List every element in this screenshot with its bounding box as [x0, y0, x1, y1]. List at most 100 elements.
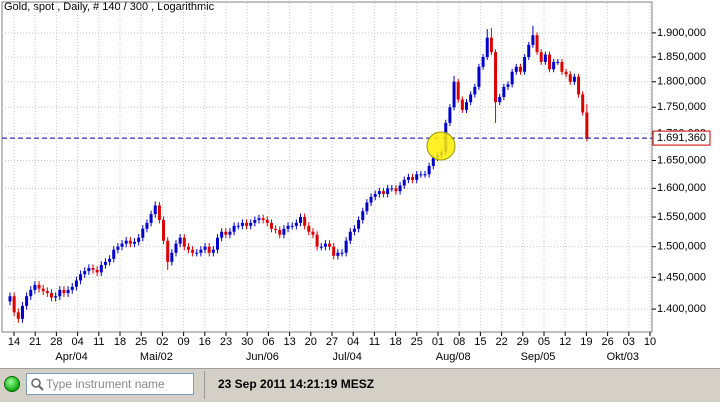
y-tick-label: 1.650,000 [657, 154, 706, 166]
candle-body [419, 174, 423, 176]
candle-body [494, 52, 498, 103]
candle-body [265, 219, 269, 223]
search-icon [31, 378, 44, 391]
candle-body [328, 243, 332, 247]
candle-body [236, 225, 240, 227]
candle-body [518, 66, 522, 72]
candle-body [12, 296, 16, 313]
x-tick-label: 10 [644, 336, 656, 348]
candle-body [112, 249, 116, 259]
candle-body [568, 74, 572, 82]
x-tick-label: 25 [135, 336, 147, 348]
candle-body [365, 202, 369, 212]
candle-body [116, 246, 120, 250]
x-tick-label: 23 [220, 336, 232, 348]
candle-body [377, 191, 381, 194]
candle-body [386, 188, 390, 194]
candle-body [332, 246, 336, 256]
candle-body [415, 174, 419, 180]
x-tick-label: 29 [517, 336, 529, 348]
candle-body [253, 219, 257, 223]
candle-body [489, 37, 493, 53]
y-tick-label: 1.900,000 [657, 27, 706, 39]
candle-body [83, 271, 87, 275]
candle-body [323, 243, 327, 247]
candle-body [303, 217, 307, 226]
search-input[interactable]: Type instrument name [26, 373, 194, 395]
candle-body [216, 237, 219, 250]
candle-body [319, 246, 323, 248]
x-tick-label: 11 [93, 336, 104, 348]
candle-body [431, 157, 435, 166]
candle-body [560, 61, 564, 72]
candle-body [585, 112, 589, 139]
candle-body [352, 228, 356, 232]
candle-body [286, 225, 290, 229]
y-tick-label: 1.500,000 [657, 241, 706, 253]
candle-body [307, 225, 311, 232]
search-placeholder: Type instrument name [46, 377, 165, 391]
x-tick-label: 02 [156, 336, 168, 348]
current-price-label: 1.691,360 [657, 132, 706, 144]
candle-body [469, 94, 473, 103]
candle-body [481, 57, 485, 67]
candle-body [195, 252, 199, 254]
candle-body [477, 66, 481, 87]
x-tick-label: 15 [474, 336, 486, 348]
x-tick-label: 28 [50, 336, 62, 348]
x-tick-label: 26 [601, 336, 613, 348]
candle-body [66, 289, 70, 294]
candle-body [527, 44, 531, 58]
candle-body [299, 217, 302, 223]
candle-body [552, 61, 556, 70]
candle-body [70, 286, 74, 290]
candle-body [548, 54, 551, 70]
candle-body [361, 211, 365, 220]
y-tick-label: 1.850,000 [657, 51, 706, 63]
candle-body [382, 191, 385, 194]
x-tick-label: 22 [495, 336, 507, 348]
x-tick-label: 16 [199, 336, 211, 348]
y-tick-label: 1.750,000 [657, 101, 706, 113]
candle-body [29, 289, 33, 297]
candle-body [340, 252, 344, 254]
candle-body [535, 35, 539, 53]
candle-body [203, 246, 207, 250]
candle-body [539, 52, 543, 62]
x-tick-label: 03 [623, 336, 635, 348]
candle-body [460, 99, 464, 110]
candle-body [506, 84, 510, 87]
x-tick-label: 09 [177, 336, 189, 348]
candle-body [373, 193, 377, 197]
candle-body [50, 293, 53, 298]
month-label: Jul/04 [333, 351, 362, 363]
x-tick-label: 12 [559, 336, 571, 348]
candle-body [274, 228, 278, 230]
candle-body [166, 240, 170, 262]
chart-background [0, 0, 720, 368]
candle-body [45, 291, 49, 294]
candle-body [8, 296, 12, 302]
candle-body [174, 243, 178, 253]
candle-body [207, 246, 211, 253]
x-tick-label: 05 [538, 336, 550, 348]
candle-body [99, 264, 103, 273]
candle-body [33, 284, 37, 290]
candle-body [523, 57, 527, 72]
candle-body [581, 94, 585, 113]
candle-body [448, 107, 452, 123]
candle-body [79, 274, 83, 281]
x-tick-label: 14 [8, 336, 20, 348]
candle-body [336, 252, 340, 256]
candle-body [398, 185, 402, 192]
candle-body [95, 269, 99, 273]
candle-body [498, 96, 502, 103]
candle-body [294, 222, 298, 226]
candle-body [41, 288, 45, 292]
candle-body [128, 240, 132, 244]
candle-body [54, 296, 58, 298]
candle-body [357, 219, 361, 229]
candle-body [257, 218, 261, 220]
candle-body [245, 222, 249, 226]
